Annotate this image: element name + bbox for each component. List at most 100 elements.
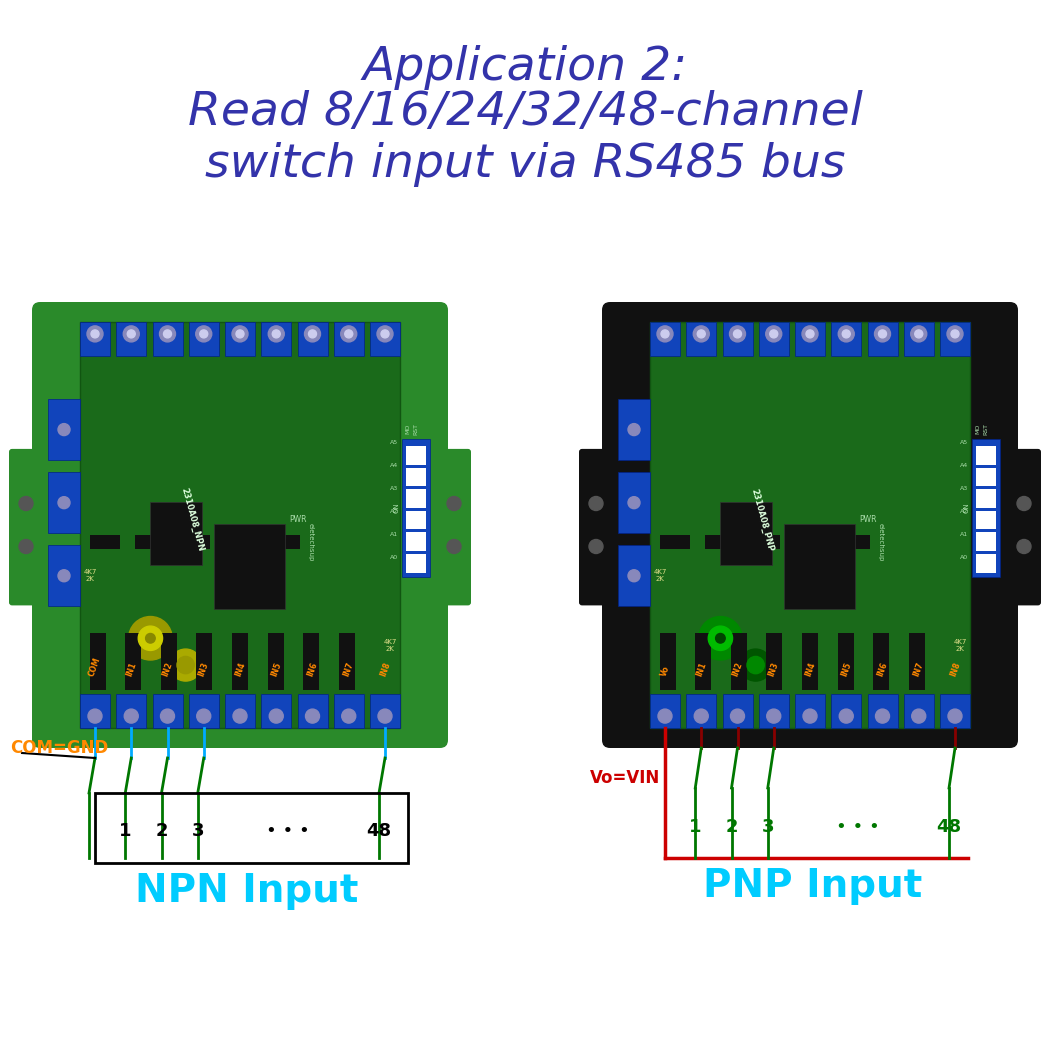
Bar (687, 322, 716, 356)
Bar (80, 322, 400, 728)
Text: NPN Input: NPN Input (134, 872, 358, 910)
Circle shape (196, 709, 211, 723)
Bar (940, 694, 970, 728)
Circle shape (662, 330, 669, 338)
Circle shape (628, 423, 640, 436)
Text: 3: 3 (761, 818, 774, 836)
Circle shape (875, 326, 890, 342)
Text: IN3: IN3 (197, 662, 210, 678)
Bar (904, 694, 933, 728)
Circle shape (842, 330, 850, 338)
Bar (214, 524, 285, 609)
Text: IN8: IN8 (948, 662, 962, 678)
Bar (874, 633, 889, 690)
Text: IN1: IN1 (125, 662, 138, 678)
Bar (406, 467, 426, 486)
Text: A4: A4 (960, 463, 968, 468)
Text: ON: ON (964, 503, 970, 513)
Bar (152, 694, 183, 728)
Text: 4K7
2K: 4K7 2K (83, 569, 97, 583)
Bar (904, 322, 933, 356)
Bar (117, 322, 146, 356)
Circle shape (911, 709, 926, 723)
Circle shape (341, 709, 356, 723)
Circle shape (806, 330, 814, 338)
FancyBboxPatch shape (9, 449, 43, 606)
Bar (695, 633, 711, 690)
Circle shape (139, 626, 163, 650)
Circle shape (164, 330, 171, 338)
Circle shape (124, 709, 139, 723)
Bar (406, 489, 426, 508)
Bar (759, 322, 789, 356)
Bar (618, 399, 650, 460)
Text: RST: RST (414, 423, 419, 435)
Circle shape (381, 330, 388, 338)
Text: COM: COM (87, 656, 103, 678)
Text: A1: A1 (390, 532, 398, 538)
FancyBboxPatch shape (32, 302, 448, 748)
Bar (225, 322, 255, 356)
FancyBboxPatch shape (1007, 449, 1041, 606)
Circle shape (306, 709, 319, 723)
Circle shape (802, 326, 818, 342)
Circle shape (233, 709, 247, 723)
Circle shape (709, 626, 733, 650)
Circle shape (195, 326, 212, 342)
Bar (80, 322, 110, 356)
Text: IN6: IN6 (306, 662, 319, 678)
Text: 4K7
2K: 4K7 2K (383, 638, 397, 652)
Bar (189, 322, 218, 356)
Text: Vo: Vo (659, 665, 671, 678)
Text: 4K7
2K: 4K7 2K (653, 569, 667, 583)
Text: IN4: IN4 (803, 662, 817, 678)
Bar (48, 399, 80, 460)
Bar (334, 322, 363, 356)
Text: A4: A4 (390, 463, 398, 468)
Text: IN7: IN7 (912, 662, 925, 678)
Bar (750, 534, 780, 549)
Circle shape (915, 330, 923, 338)
Text: IN2: IN2 (731, 662, 744, 678)
Circle shape (304, 326, 320, 342)
Circle shape (232, 326, 248, 342)
Text: Application 2:: Application 2: (362, 45, 688, 90)
Text: IN2: IN2 (161, 662, 174, 678)
Text: 3: 3 (191, 822, 204, 840)
Circle shape (731, 709, 744, 723)
Circle shape (160, 326, 175, 342)
Circle shape (447, 540, 461, 553)
Bar (731, 633, 747, 690)
Bar (795, 534, 825, 549)
Text: Vo=VIN: Vo=VIN (590, 769, 660, 788)
Text: PWR: PWR (859, 516, 877, 524)
Text: COM=GND: COM=GND (10, 739, 108, 757)
Bar (722, 322, 753, 356)
Circle shape (170, 649, 202, 681)
Circle shape (747, 656, 764, 674)
Bar (339, 633, 355, 690)
Circle shape (344, 330, 353, 338)
Bar (135, 534, 165, 549)
Circle shape (948, 709, 962, 723)
Bar (976, 554, 996, 572)
Circle shape (146, 633, 155, 643)
Text: 48: 48 (937, 818, 962, 836)
Bar (908, 633, 925, 690)
Bar (370, 694, 400, 728)
Bar (90, 633, 106, 690)
Circle shape (910, 326, 927, 342)
Circle shape (88, 709, 102, 723)
Text: A0: A0 (390, 555, 398, 560)
Circle shape (272, 330, 280, 338)
Text: 1: 1 (689, 818, 701, 836)
Circle shape (129, 616, 172, 660)
Circle shape (58, 497, 70, 508)
Circle shape (268, 326, 285, 342)
Bar (832, 694, 861, 728)
Bar (303, 633, 319, 690)
Circle shape (123, 326, 140, 342)
Bar (161, 633, 176, 690)
Text: 4K7
2K: 4K7 2K (953, 638, 967, 652)
Text: A5: A5 (960, 441, 968, 445)
